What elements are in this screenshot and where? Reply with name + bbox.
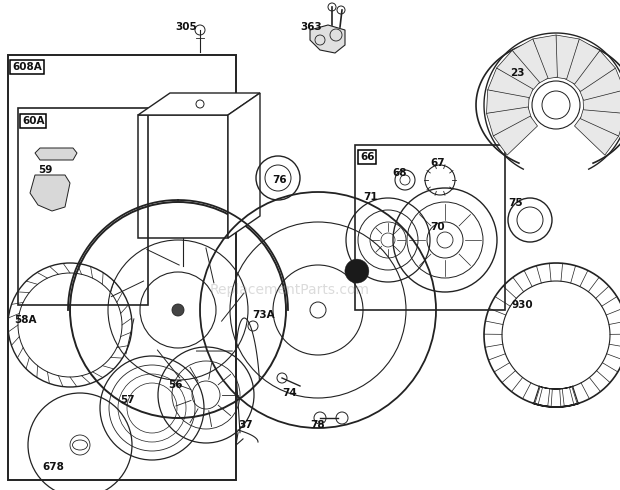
- Text: 57: 57: [120, 395, 135, 405]
- Polygon shape: [554, 35, 579, 79]
- Polygon shape: [564, 39, 600, 84]
- Text: 305: 305: [175, 22, 197, 32]
- Text: 68: 68: [392, 168, 407, 178]
- Polygon shape: [228, 93, 260, 238]
- Text: 71: 71: [363, 192, 378, 202]
- Bar: [355, 145, 505, 310]
- Text: 78: 78: [310, 420, 325, 430]
- Polygon shape: [583, 90, 620, 114]
- Polygon shape: [310, 25, 345, 53]
- Text: 37: 37: [238, 420, 252, 430]
- Text: 76: 76: [272, 175, 286, 185]
- Polygon shape: [575, 116, 619, 155]
- Bar: [8, 55, 236, 480]
- Text: ReplacementParts.com: ReplacementParts.com: [210, 283, 370, 297]
- Text: 60A: 60A: [22, 116, 45, 126]
- Circle shape: [345, 259, 369, 283]
- Text: 23: 23: [510, 68, 525, 78]
- Polygon shape: [35, 148, 77, 160]
- Polygon shape: [487, 90, 529, 114]
- Text: 678: 678: [42, 462, 64, 472]
- Text: 58A: 58A: [14, 315, 37, 325]
- Polygon shape: [494, 116, 538, 155]
- Text: 73A: 73A: [252, 310, 275, 320]
- Text: 56: 56: [168, 380, 182, 390]
- Polygon shape: [572, 50, 616, 92]
- Polygon shape: [138, 93, 260, 115]
- Text: 363: 363: [300, 22, 322, 32]
- Polygon shape: [580, 107, 620, 136]
- Polygon shape: [512, 39, 548, 84]
- Text: 74: 74: [282, 388, 297, 398]
- Polygon shape: [488, 68, 533, 100]
- Polygon shape: [497, 50, 539, 92]
- Circle shape: [172, 304, 184, 316]
- Polygon shape: [30, 175, 70, 211]
- Polygon shape: [533, 35, 557, 79]
- Polygon shape: [487, 107, 531, 136]
- Text: 608A: 608A: [12, 62, 42, 72]
- Text: 67: 67: [430, 158, 445, 168]
- Text: 59: 59: [38, 165, 52, 175]
- Bar: [18, 108, 148, 305]
- Text: 70: 70: [430, 222, 445, 232]
- Text: 930: 930: [512, 300, 534, 310]
- Polygon shape: [579, 68, 620, 100]
- Text: 66: 66: [360, 152, 374, 162]
- Text: 75: 75: [508, 198, 523, 208]
- Bar: [138, 115, 228, 238]
